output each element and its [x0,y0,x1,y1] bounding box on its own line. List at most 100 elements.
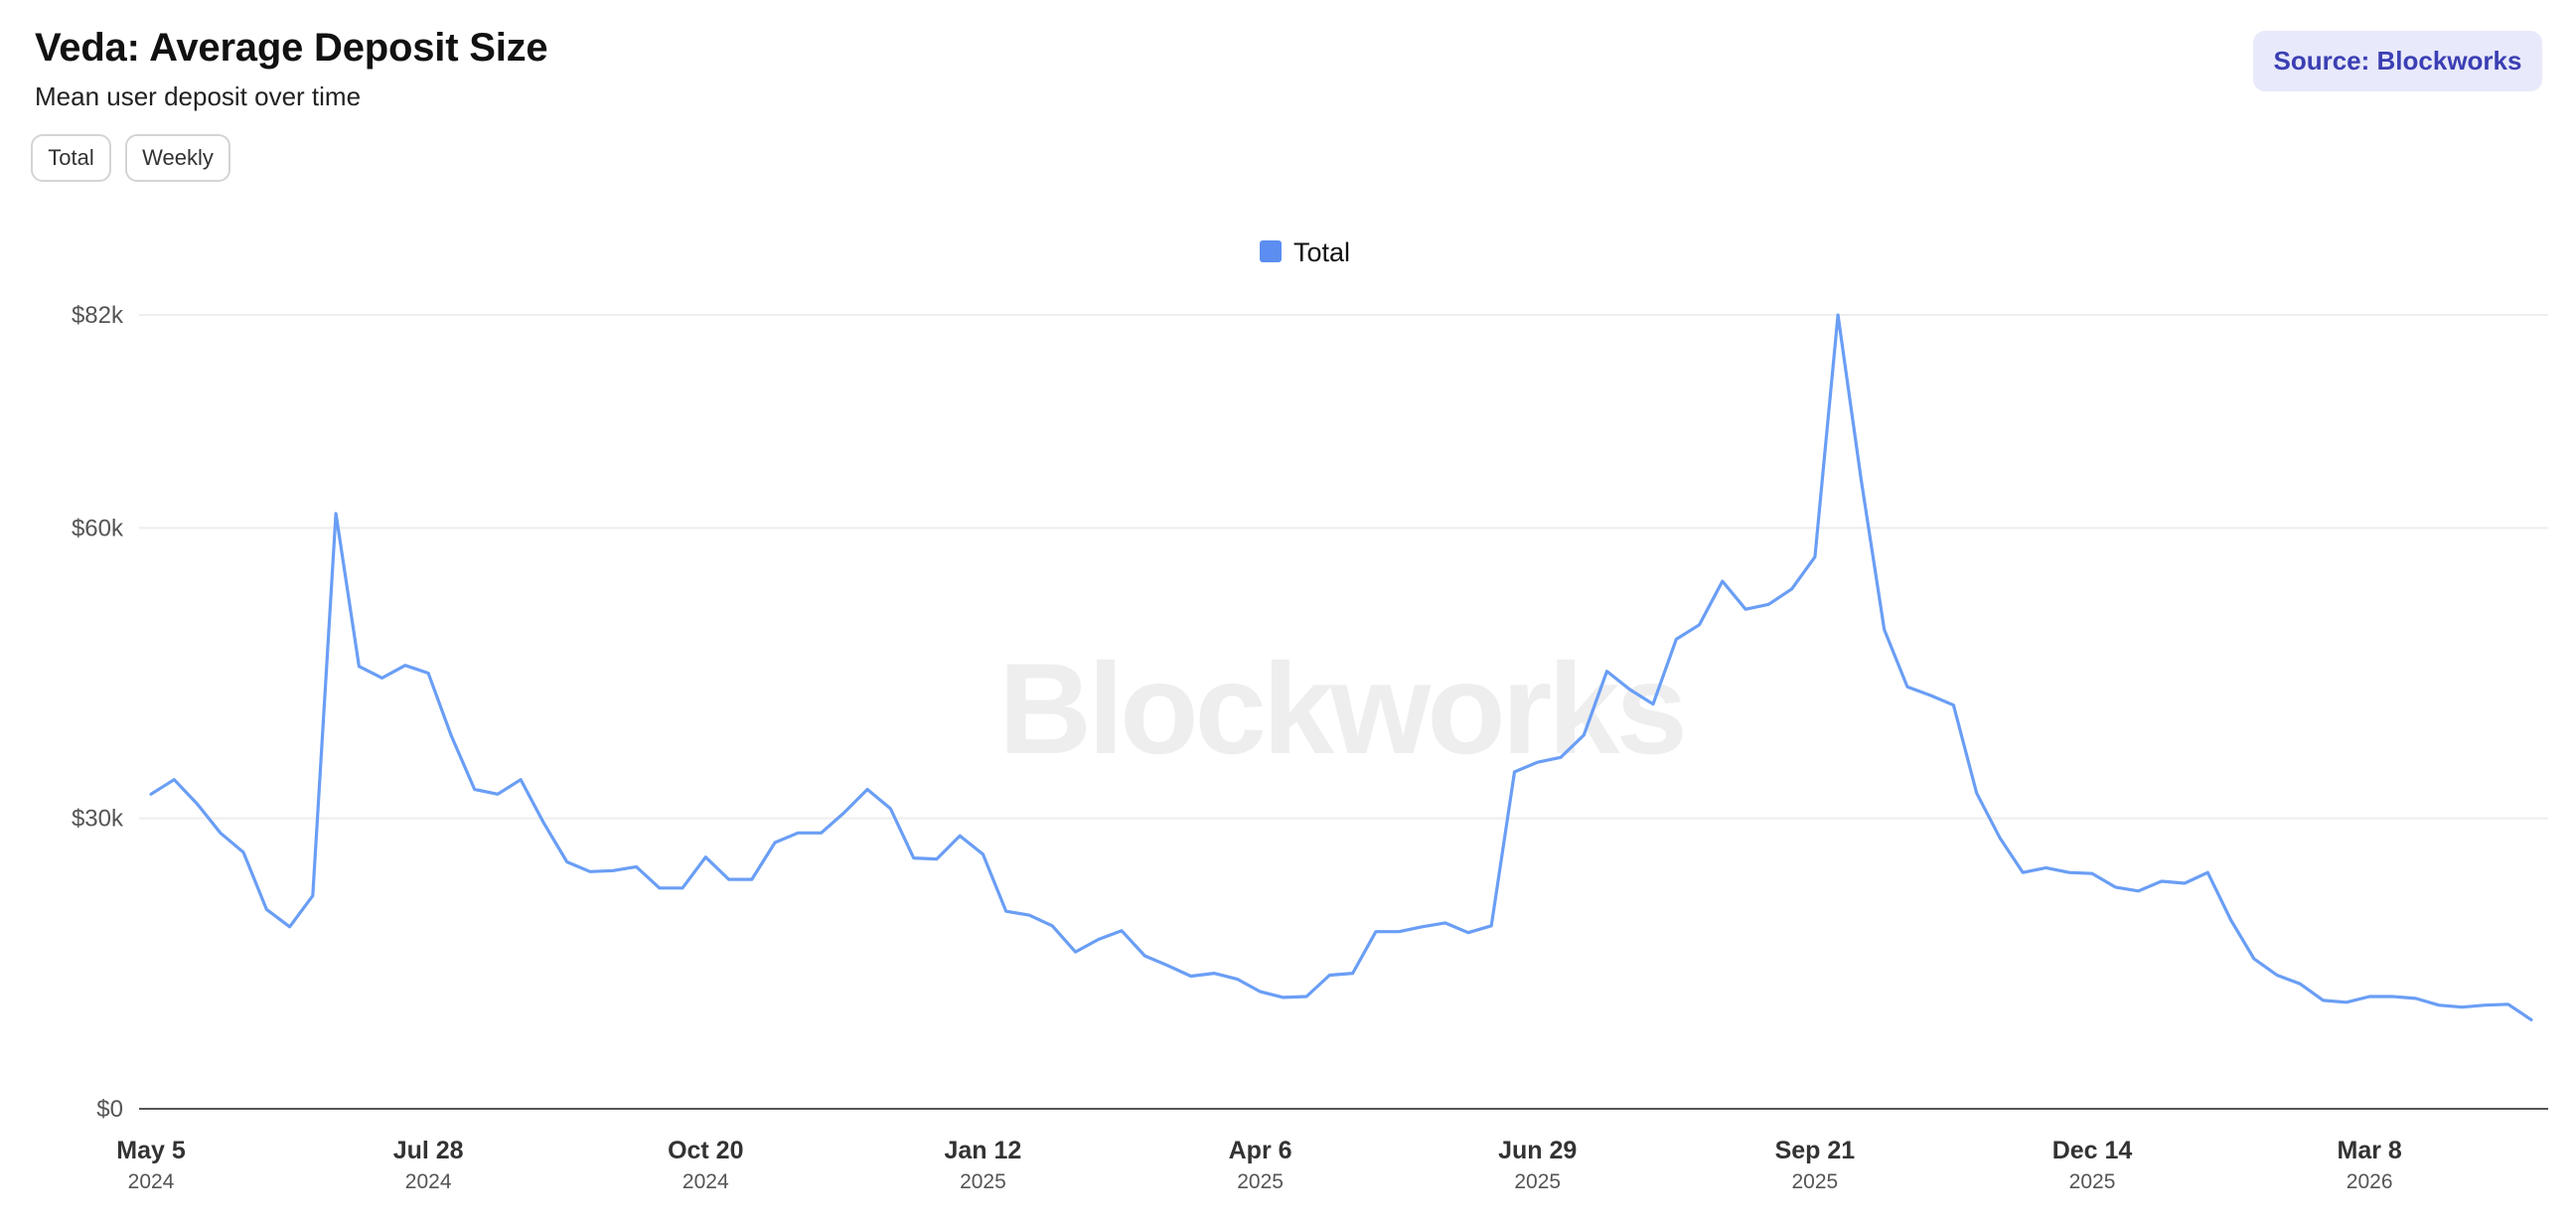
data-point[interactable] [2503,1000,2513,1009]
data-point[interactable] [1810,552,1820,562]
data-point[interactable] [1579,730,1589,740]
data-point[interactable] [1094,935,1104,945]
data-point[interactable] [1463,928,1473,938]
data-point[interactable] [1117,926,1127,936]
data-point[interactable] [655,883,665,893]
data-point[interactable] [2272,971,2282,981]
data-point[interactable] [1440,918,1450,928]
data-point[interactable] [539,819,549,829]
data-point[interactable] [932,854,942,864]
data-point[interactable] [493,789,503,799]
data-point[interactable] [1625,685,1635,694]
data-point[interactable] [2018,867,2028,877]
data-point[interactable] [1602,667,1612,677]
data-point[interactable] [817,828,827,838]
data-point[interactable] [378,673,387,683]
data-point[interactable] [1671,634,1681,644]
data-point[interactable] [2387,992,2397,1001]
data-point[interactable] [2457,1002,2467,1012]
data-point[interactable] [678,883,687,893]
data-point[interactable] [1256,987,1266,997]
data-point[interactable] [2157,876,2167,886]
data-point[interactable] [955,831,965,841]
data-point[interactable] [2481,1001,2491,1010]
data-point[interactable] [331,509,341,519]
data-point[interactable] [193,799,203,809]
data-point[interactable] [1163,961,1173,971]
data-point[interactable] [1902,682,1912,692]
toggle-weekly-button[interactable]: Weekly [125,134,230,182]
data-point[interactable] [770,838,780,847]
data-point[interactable] [1371,927,1381,937]
data-point[interactable] [1510,767,1520,777]
data-point[interactable] [1695,620,1705,630]
data-point[interactable] [169,775,179,785]
data-point[interactable] [1741,604,1750,614]
data-point[interactable] [885,804,895,814]
legend-label-total[interactable]: Total [1293,237,1350,267]
data-point[interactable] [2110,882,2120,892]
data-point[interactable] [2202,867,2212,877]
data-point[interactable] [1024,910,1034,920]
data-point[interactable] [2087,868,2097,878]
data-point[interactable] [2411,994,2421,1003]
data-point[interactable] [2319,996,2329,1005]
data-point[interactable] [1648,699,1658,709]
data-point[interactable] [1533,757,1543,767]
data-point[interactable] [1394,927,1404,937]
data-point[interactable] [909,853,919,863]
data-point[interactable] [1301,992,1311,1001]
data-point[interactable] [1763,599,1773,609]
source-badge[interactable]: Source: Blockworks [2253,31,2542,91]
data-point[interactable] [1925,691,1935,700]
data-point[interactable] [700,852,710,862]
data-point[interactable] [747,874,757,884]
data-point[interactable] [1324,971,1334,981]
data-point[interactable] [562,857,572,867]
data-point[interactable] [446,731,456,741]
data-point[interactable] [1232,974,1242,984]
toggle-total-button[interactable]: Total [31,134,111,182]
data-point[interactable] [1486,921,1496,931]
data-point[interactable] [400,661,410,671]
data-point[interactable] [2226,915,2236,925]
data-point[interactable] [2249,954,2259,964]
data-point[interactable] [238,847,248,857]
data-point[interactable] [793,828,803,838]
data-point[interactable] [1856,475,1866,485]
data-point[interactable] [1833,310,1843,320]
data-point[interactable] [608,865,618,875]
data-point[interactable] [285,922,295,932]
data-point[interactable] [839,808,849,818]
data-point[interactable] [2042,862,2051,872]
data-point[interactable] [1556,752,1566,762]
data-point[interactable] [585,866,595,876]
data-point[interactable] [1880,625,1890,635]
data-point[interactable] [2180,878,2190,888]
data-point[interactable] [1972,788,1982,798]
data-point[interactable] [354,662,364,672]
data-point[interactable] [2134,886,2144,896]
legend[interactable]: Total [1260,237,1350,267]
data-point[interactable] [1186,972,1196,982]
data-point[interactable] [1718,576,1728,586]
data-point[interactable] [308,891,318,901]
data-point[interactable] [2295,979,2305,989]
data-point[interactable] [216,828,226,838]
data-point[interactable] [2364,992,2374,1001]
data-point[interactable] [1071,947,1081,957]
data-point[interactable] [1279,993,1288,1002]
data-point[interactable] [2342,998,2351,1007]
data-point[interactable] [1787,584,1797,594]
data-point[interactable] [516,775,526,785]
data-point[interactable] [1417,922,1427,932]
data-point[interactable] [2434,1001,2444,1010]
data-point[interactable] [2526,1014,2536,1024]
data-point[interactable] [978,849,987,859]
data-point[interactable] [1995,833,2005,843]
data-point[interactable] [2064,867,2074,877]
data-point[interactable] [1139,951,1149,961]
data-point[interactable] [1047,921,1057,931]
data-point[interactable] [862,785,872,795]
data-point[interactable] [470,785,480,795]
